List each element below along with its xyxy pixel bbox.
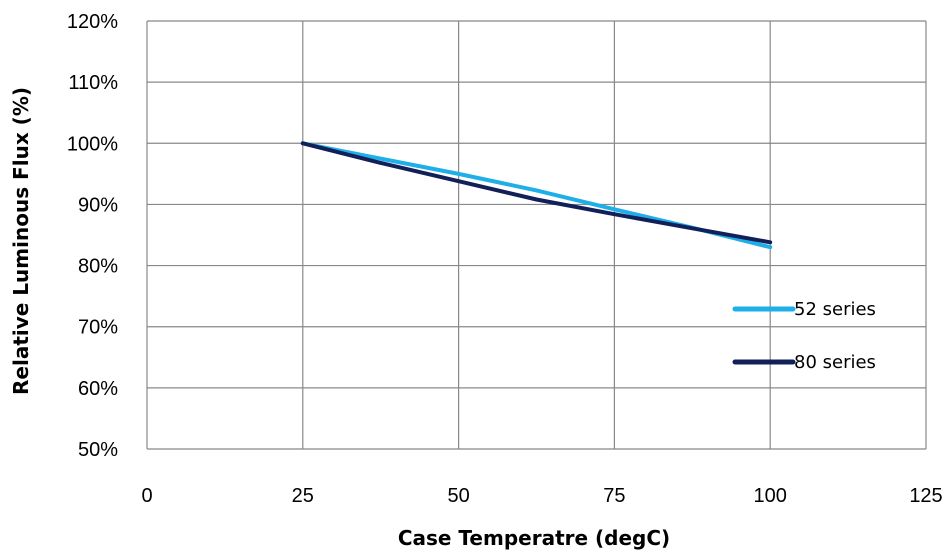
- x-tick-label: 125: [909, 485, 942, 507]
- y-axis-title: Relative Luminous Flux (%): [9, 87, 33, 395]
- y-tick-label: 50%: [78, 439, 118, 461]
- y-tick-label: 120%: [67, 11, 118, 33]
- x-tick-label: 100: [754, 485, 787, 507]
- legend: 52 series 80 series: [732, 299, 876, 373]
- y-tick-label: 110%: [68, 72, 118, 94]
- legend-label: 52 series: [794, 299, 876, 320]
- y-tick-label: 80%: [78, 256, 118, 278]
- x-tick-label: 0: [141, 485, 152, 507]
- tick-label-layer: 50% 60% 70% 80% 90% 100% 110% 120% 0 25 50 75 100 125: [67, 11, 943, 507]
- x-axis-title: Case Temperatre (degC): [398, 526, 670, 550]
- y-tick-label: 70%: [78, 317, 118, 339]
- x-tick-label: 75: [603, 485, 625, 507]
- series-line-2: [300, 141, 773, 245]
- grid-layer: [146, 20, 927, 450]
- x-tick-label: 50: [447, 485, 469, 507]
- x-tick-label: 25: [292, 485, 314, 507]
- y-tick-label: 90%: [78, 194, 118, 216]
- y-tick-label: 60%: [78, 378, 118, 400]
- y-tick-label: 100%: [67, 133, 118, 155]
- series-layer: [300, 141, 773, 250]
- legend-label: 80 series: [794, 352, 876, 373]
